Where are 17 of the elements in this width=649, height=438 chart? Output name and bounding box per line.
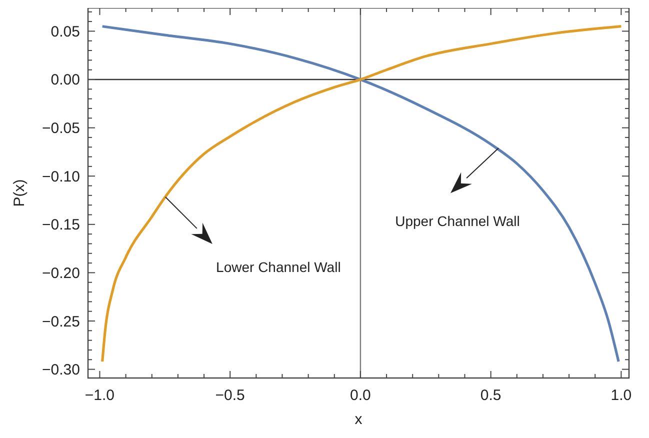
y-tick-label: −0.05 (42, 120, 80, 138)
x-axis-title: x (354, 411, 363, 428)
x-tick-label: −1.0 (84, 387, 115, 404)
y-tick-label: −0.25 (42, 313, 80, 330)
annotation: Upper Channel Wall (395, 213, 520, 230)
x-tick-label: 0.0 (350, 387, 371, 404)
y-tick-label: 0.05 (50, 23, 80, 40)
y-tick-label: −0.20 (42, 264, 80, 282)
y-tick-label: 0.00 (50, 72, 80, 89)
x-tick-label: 1.0 (610, 387, 632, 404)
annotation: Lower Channel Wall (216, 258, 341, 275)
y-tick-label: −0.30 (42, 362, 80, 379)
y-tick-label: −0.10 (42, 168, 80, 186)
x-tick-label: −0.5 (215, 387, 245, 404)
x-tick-label: 0.5 (480, 387, 502, 404)
y-axis-title: P(x) (11, 179, 28, 207)
y-tick-label: −0.15 (42, 216, 80, 234)
